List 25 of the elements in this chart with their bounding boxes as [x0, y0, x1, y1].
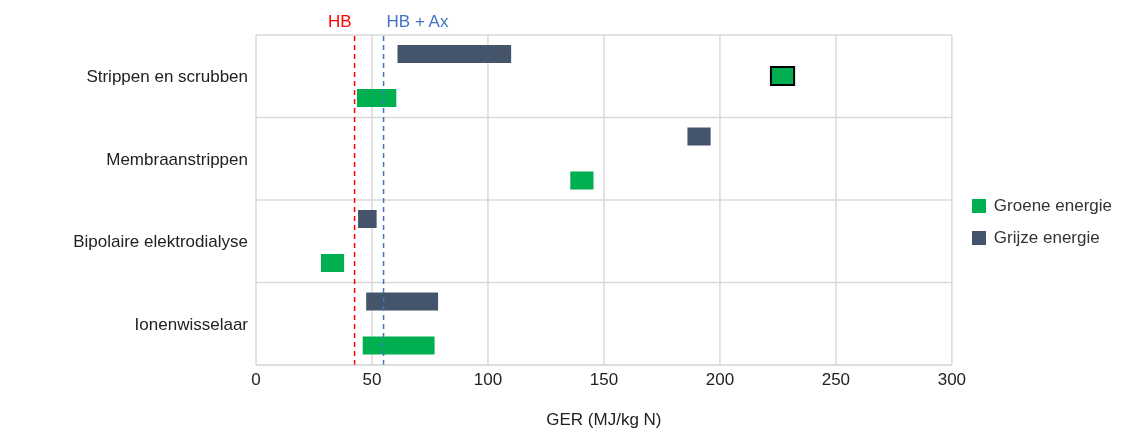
bar [570, 171, 594, 190]
bar [358, 210, 377, 228]
bar [366, 292, 439, 311]
ref-line-label: HB [327, 12, 352, 31]
y-tick-label: Membraanstrippen [106, 149, 248, 169]
y-tick-label: Bipolaire elektrodialyse [73, 232, 248, 252]
bar [397, 45, 512, 63]
x-tick-label: 50 [362, 370, 382, 390]
x-axis-title: GER (MJ/kg N) [546, 410, 662, 429]
bar [687, 127, 711, 146]
bar [769, 66, 796, 86]
x-tick-label: 100 [473, 370, 503, 390]
bar [320, 254, 345, 272]
y-tick-label: Strippen en scrubben [86, 67, 248, 87]
ref-line-label: HB + Ax [386, 12, 449, 31]
x-tick-label: 0 [251, 370, 261, 390]
legend-label: Grijze energie [993, 227, 1100, 248]
bar [356, 89, 397, 107]
legend-label: Groene energie [993, 195, 1112, 216]
x-tick-label: 300 [937, 370, 967, 390]
x-tick-label: 250 [821, 370, 851, 390]
bar [362, 336, 435, 355]
x-tick-label: 200 [705, 370, 735, 390]
x-tick-label: 150 [589, 370, 619, 390]
y-tick-label: Ionenwisselaar [134, 314, 249, 334]
